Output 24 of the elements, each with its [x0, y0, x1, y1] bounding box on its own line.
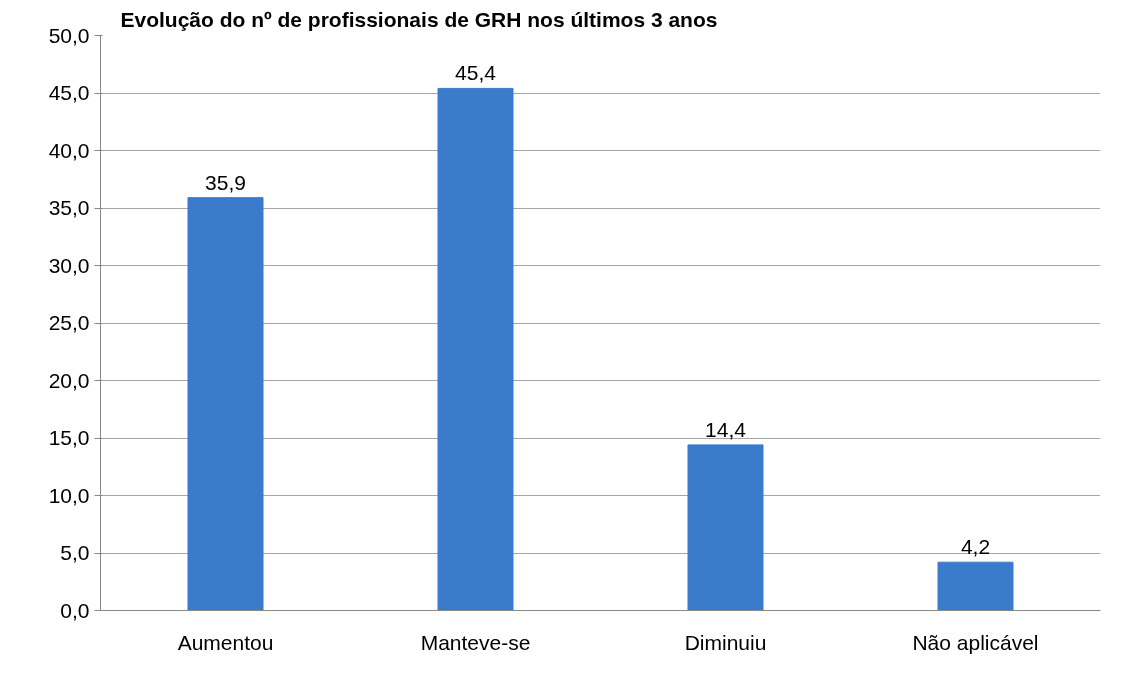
- data-label: 45,4: [455, 61, 497, 85]
- data-label: 4,2: [960, 535, 991, 559]
- y-tick-label: 10,0: [48, 483, 90, 507]
- x-tick-label: Aumentou: [177, 630, 274, 654]
- data-label: 14,4: [705, 417, 747, 441]
- bar: [187, 197, 264, 611]
- chart-title: Evolução do nº de profissionais de GRH nos últimos 3 anos: [120, 7, 718, 31]
- bar: [687, 444, 764, 611]
- y-tick-label: 0,0: [60, 598, 90, 622]
- y-tick-label: 30,0: [48, 253, 90, 277]
- bar: [937, 561, 1014, 611]
- y-tick-label: 15,0: [48, 426, 90, 449]
- bar: [437, 87, 514, 611]
- x-tick-label: Não aplicável: [912, 630, 1039, 654]
- y-tick-label: 5,0: [60, 541, 90, 564]
- y-tick-label: 50,0: [48, 23, 90, 47]
- x-tick-label: Diminuiu: [684, 630, 767, 654]
- data-label: 35,9: [205, 170, 246, 194]
- y-tick-label: 35,0: [48, 196, 90, 219]
- y-tick-label: 20,0: [48, 368, 90, 392]
- y-tick-label: 45,0: [48, 81, 90, 104]
- x-tick-label: Manteve-se: [420, 630, 531, 654]
- y-tick-label: 25,0: [48, 311, 90, 334]
- y-tick-label: 40,0: [48, 138, 90, 162]
